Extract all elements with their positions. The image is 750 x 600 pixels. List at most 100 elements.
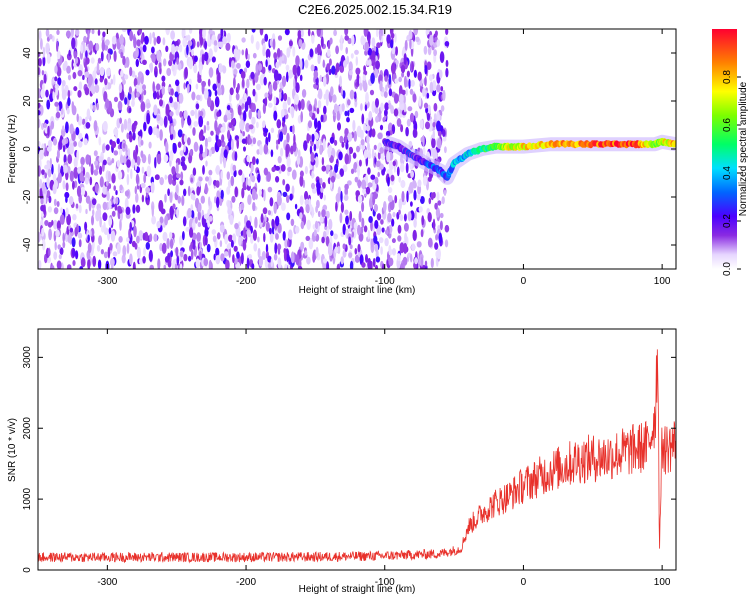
spectrogram-cell (214, 96, 220, 108)
spectrogram-cell (361, 217, 365, 229)
spectrogram-cell (109, 243, 113, 251)
spectrogram-cell (240, 252, 244, 265)
spectrogram-cell (60, 207, 63, 214)
spectrogram-cell (191, 210, 195, 219)
spectrogram-cell (239, 99, 243, 106)
y-tick-label: 3000 (22, 346, 33, 369)
spectrogram-cell (242, 131, 246, 137)
spectrogram-cell (216, 232, 221, 240)
spectrogram-cell (413, 69, 417, 78)
spectrogram-cell (445, 29, 449, 35)
spectrogram-cell (108, 200, 112, 210)
spectrogram-cell (85, 116, 88, 124)
spectrogram-cell (284, 263, 288, 269)
spectrogram-cell (131, 70, 136, 78)
spectrogram-cell (229, 87, 234, 96)
spectrogram-cell (325, 210, 330, 219)
spectrogram-cell (208, 67, 214, 78)
spectrogram-cell (406, 190, 409, 203)
spectrogram-cell (193, 121, 199, 127)
spectrogram-cell (175, 246, 179, 257)
spectrogram-cell (330, 175, 336, 183)
spectrogram-cell (287, 239, 290, 248)
spectrogram-cell (38, 149, 44, 160)
spectrogram-cell (142, 255, 146, 264)
spectrogram-cell (334, 246, 339, 254)
spectrogram-cell (297, 30, 302, 39)
spectrogram-cell (433, 113, 437, 121)
spectrogram-cell (56, 149, 60, 160)
spectrogram-cell (50, 120, 55, 130)
spectrogram-cell (45, 42, 50, 55)
spectrogram-cell (41, 181, 46, 194)
spectrogram-cell (104, 44, 109, 51)
spectrogram-cell (343, 194, 349, 201)
spectrogram-cell (224, 234, 229, 245)
spectrogram-cell (414, 257, 419, 265)
spectrogram-cell (263, 189, 266, 202)
spectrogram-cell (440, 86, 444, 92)
spectrogram-cell (313, 229, 317, 237)
spectrogram-cell (227, 129, 231, 140)
spectrogram-cell (379, 147, 385, 154)
spectrogram-cell (76, 113, 79, 123)
spectrogram-cell (179, 250, 184, 258)
spectrogram-cell (373, 144, 377, 150)
spectrogram-cell (122, 55, 126, 66)
spectrogram-cell (374, 176, 379, 185)
spectrogram-cell (286, 47, 291, 58)
spectrogram-cell (276, 119, 282, 129)
spectrogram-cell (335, 201, 338, 212)
spectrogram-cell (280, 164, 286, 172)
spectrogram-cell (99, 66, 105, 77)
spectrogram-cell (185, 226, 190, 232)
spectrogram-cell (38, 259, 42, 269)
spectrogram-cell (71, 101, 75, 112)
x-tick-label: 0 (521, 577, 527, 588)
spectrogram-cell (374, 219, 379, 229)
snr-y-axis-title: SNR (10 * v/v) (7, 418, 18, 482)
spectrogram-cell (197, 202, 202, 213)
spectrogram-cell (240, 71, 246, 79)
spectrogram-cell (168, 173, 173, 185)
spectrogram-cell (62, 145, 66, 153)
spectrogram-cell (180, 171, 184, 181)
spectrogram-cell (250, 235, 254, 244)
spectrogram-cell (278, 88, 283, 94)
spectrogram-cell (176, 57, 180, 65)
spectrogram-cell (38, 141, 41, 147)
spectrogram-cell (421, 215, 425, 226)
spectrogram-cell (192, 194, 196, 201)
spectrogram-cell (285, 64, 290, 72)
spectrogram-cell (116, 243, 121, 255)
spectrogram-cell (124, 190, 130, 197)
spectrogram-cell (325, 89, 330, 101)
spectrogram-cell (256, 158, 259, 165)
spectrogram-cell (243, 110, 247, 122)
spectrogram-cell (38, 118, 41, 129)
spectrogram-cell (444, 224, 450, 233)
spectrogram-cell (72, 214, 77, 221)
spectrogram-cell (106, 191, 110, 202)
spectrogram-cell (103, 251, 108, 259)
spectrogram-cell (316, 199, 320, 209)
spectrogram-cell (99, 77, 104, 83)
spectrogram-cell (305, 204, 310, 213)
spectrogram-cell (403, 242, 408, 254)
spectrogram-cell (282, 191, 288, 197)
spectrogram-cell (108, 217, 113, 227)
spectrogram-cell (73, 86, 78, 92)
spectrogram-cell (204, 236, 208, 246)
spectrogram-cell (364, 41, 370, 52)
spectrogram-cell (156, 220, 161, 229)
spectrogram-cell (342, 90, 346, 99)
spectrogram-cell (145, 186, 151, 194)
spectrogram-cell (139, 258, 144, 265)
spectrogram-cell (264, 214, 267, 223)
spectrogram-cell (145, 69, 150, 76)
spectrogram-cell (277, 257, 282, 269)
spectrogram-cell (187, 185, 191, 197)
spectrogram-cell (69, 142, 74, 155)
spectrogram-cell (40, 38, 43, 50)
spectrogram-cell (212, 83, 217, 91)
